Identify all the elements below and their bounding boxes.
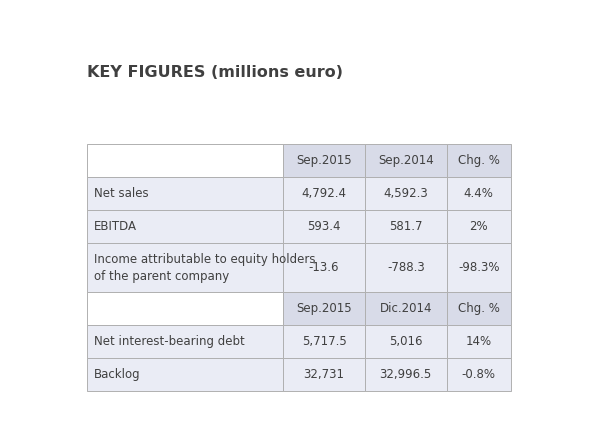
Text: 32,731: 32,731 bbox=[304, 368, 344, 381]
Text: EBITDA: EBITDA bbox=[94, 220, 137, 233]
Text: -0.8%: -0.8% bbox=[461, 368, 496, 381]
Bar bbox=[283, 358, 365, 391]
Text: 2%: 2% bbox=[469, 220, 488, 233]
Text: -98.3%: -98.3% bbox=[458, 261, 499, 274]
Bar bbox=[283, 292, 365, 325]
Bar bbox=[86, 144, 283, 177]
Text: Backlog: Backlog bbox=[94, 368, 140, 381]
Bar bbox=[86, 210, 283, 243]
Text: 32,996.5: 32,996.5 bbox=[380, 368, 432, 381]
Bar bbox=[283, 243, 365, 292]
Text: 593.4: 593.4 bbox=[307, 220, 341, 233]
Text: 4,792.4: 4,792.4 bbox=[302, 187, 347, 200]
Bar bbox=[365, 292, 446, 325]
Text: 581.7: 581.7 bbox=[389, 220, 422, 233]
Bar bbox=[283, 144, 365, 177]
Text: 5,717.5: 5,717.5 bbox=[302, 335, 346, 348]
Text: Dic.2014: Dic.2014 bbox=[380, 302, 432, 315]
Bar bbox=[446, 292, 511, 325]
Text: KEY FIGURES (millions euro): KEY FIGURES (millions euro) bbox=[86, 65, 343, 81]
Bar bbox=[446, 177, 511, 210]
Text: Chg. %: Chg. % bbox=[458, 302, 500, 315]
Bar bbox=[446, 243, 511, 292]
Bar bbox=[446, 325, 511, 358]
Bar bbox=[446, 144, 511, 177]
Text: -788.3: -788.3 bbox=[387, 261, 425, 274]
Text: 4.4%: 4.4% bbox=[464, 187, 494, 200]
Bar bbox=[86, 292, 283, 325]
Text: 5,016: 5,016 bbox=[389, 335, 422, 348]
Bar bbox=[86, 325, 283, 358]
Text: 14%: 14% bbox=[466, 335, 492, 348]
Bar bbox=[283, 325, 365, 358]
Bar bbox=[283, 177, 365, 210]
Bar bbox=[365, 243, 446, 292]
Bar bbox=[86, 177, 283, 210]
Text: Net sales: Net sales bbox=[94, 187, 148, 200]
Bar bbox=[283, 210, 365, 243]
Bar bbox=[365, 144, 446, 177]
Bar bbox=[446, 210, 511, 243]
Bar bbox=[365, 325, 446, 358]
Bar bbox=[446, 358, 511, 391]
Bar bbox=[86, 243, 283, 292]
Text: Sep.2015: Sep.2015 bbox=[296, 302, 352, 315]
Bar bbox=[365, 358, 446, 391]
Bar bbox=[365, 210, 446, 243]
Text: -13.6: -13.6 bbox=[309, 261, 340, 274]
Text: 4,592.3: 4,592.3 bbox=[383, 187, 428, 200]
Bar bbox=[86, 358, 283, 391]
Text: Chg. %: Chg. % bbox=[458, 154, 500, 167]
Text: Sep.2014: Sep.2014 bbox=[378, 154, 434, 167]
Bar bbox=[365, 177, 446, 210]
Text: Net interest-bearing debt: Net interest-bearing debt bbox=[94, 335, 244, 348]
Text: Sep.2015: Sep.2015 bbox=[296, 154, 352, 167]
Text: Income attributable to equity holders
of the parent company: Income attributable to equity holders of… bbox=[94, 253, 315, 283]
